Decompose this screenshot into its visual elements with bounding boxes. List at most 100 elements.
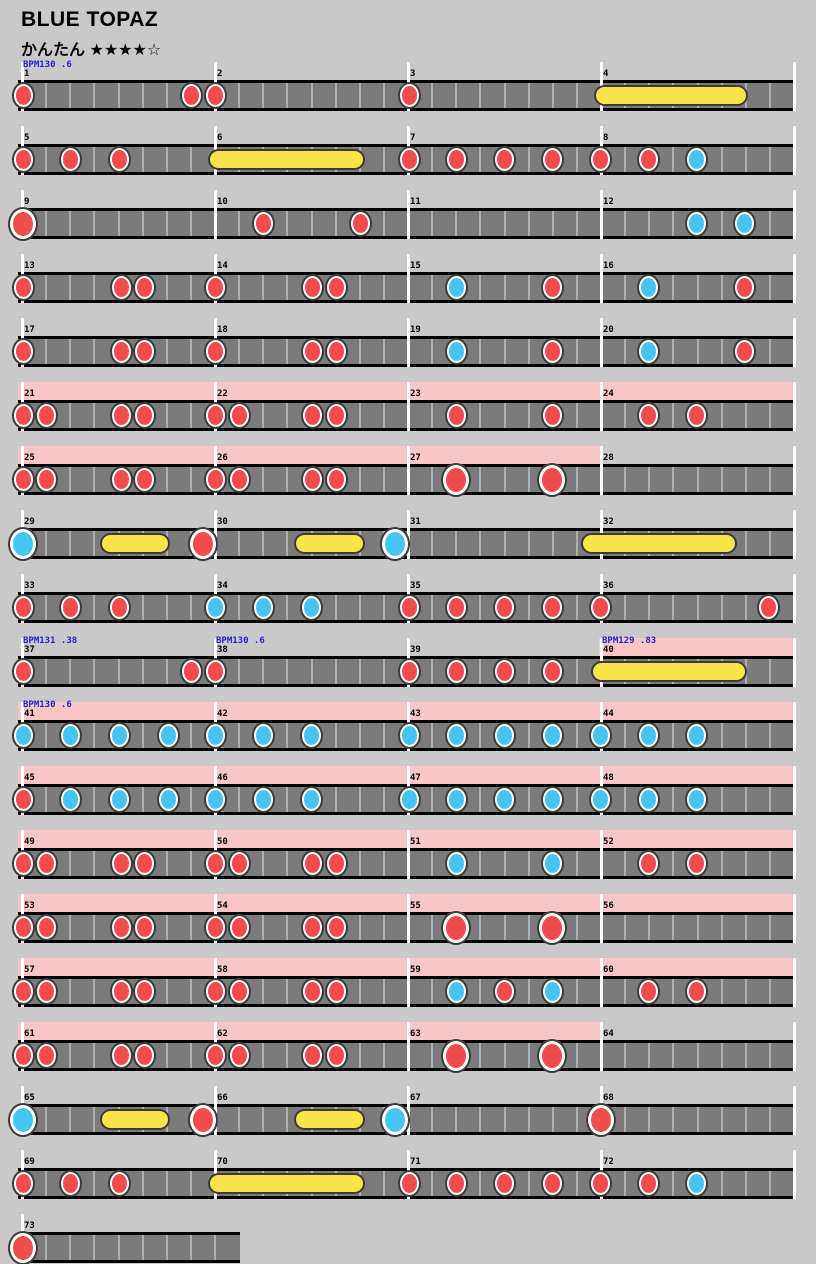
bpm-label: BPM129 .83: [602, 636, 657, 646]
measure-number: 46: [217, 773, 228, 783]
don-note: [229, 980, 249, 1003]
beat-line: [165, 979, 168, 1004]
measure-line: [407, 510, 410, 559]
don-note: [181, 660, 201, 683]
measure-number: 40: [603, 645, 614, 655]
don-note: [13, 980, 33, 1003]
beat-line: [45, 1171, 48, 1196]
ka-note: [301, 788, 321, 811]
measure-number: 13: [24, 261, 35, 271]
beat-line: [93, 1107, 96, 1132]
beat-line: [648, 467, 651, 492]
beat-line: [503, 211, 506, 236]
don-note: [326, 404, 346, 427]
don-note: [111, 980, 131, 1003]
ka-note: [301, 724, 321, 747]
beat-line: [238, 1107, 241, 1132]
beat-line: [672, 851, 675, 876]
beat-line: [575, 1171, 578, 1196]
measure-line: [793, 510, 796, 559]
beat-line: [45, 1107, 48, 1132]
beat-line: [696, 915, 699, 940]
big-ka-note: [10, 528, 36, 559]
difficulty-stars: ★★★★☆: [89, 42, 162, 59]
beat-line: [624, 851, 627, 876]
beat-line: [358, 403, 361, 428]
beat-line: [334, 787, 337, 812]
beat-line: [479, 723, 482, 748]
beat-line: [431, 1107, 434, 1132]
beat-line: [286, 915, 289, 940]
don-note: [542, 276, 562, 299]
don-note: [205, 916, 225, 939]
beat-line: [744, 147, 747, 172]
beat-line: [310, 211, 313, 236]
beat-line: [358, 787, 361, 812]
beat-line: [575, 1107, 578, 1132]
beat-line: [238, 83, 241, 108]
beat-line: [768, 915, 771, 940]
difficulty-rating: かんたん ★★★★☆: [21, 36, 161, 60]
measure-line: [407, 1022, 410, 1071]
beat-line: [455, 83, 458, 108]
beat-line: [479, 1107, 482, 1132]
beat-line: [575, 787, 578, 812]
beat-line: [527, 147, 530, 172]
big-don-note: [10, 208, 36, 239]
beat-line: [189, 787, 192, 812]
measure-line: [407, 254, 410, 303]
beat-line: [358, 723, 361, 748]
ka-note: [399, 724, 419, 747]
don-note: [36, 1044, 56, 1067]
beat-line: [720, 467, 723, 492]
measure-number: 57: [24, 965, 35, 975]
beat-line: [358, 979, 361, 1004]
beat-line: [479, 211, 482, 236]
beat-line: [141, 1235, 144, 1260]
don-note: [734, 340, 754, 363]
beat-line: [551, 211, 554, 236]
beat-line: [672, 1107, 675, 1132]
don-note: [399, 596, 419, 619]
beat-line: [93, 595, 96, 620]
measure-number: 72: [603, 1157, 614, 1167]
beat-line: [503, 915, 506, 940]
don-note: [590, 596, 610, 619]
beat-line: [141, 595, 144, 620]
measure-line: [793, 958, 796, 1007]
beat-line: [262, 531, 265, 556]
beat-line: [720, 915, 723, 940]
beat-line: [286, 531, 289, 556]
don-note: [229, 468, 249, 491]
big-don-note: [10, 1232, 36, 1263]
measure-line: [600, 382, 603, 431]
don-note: [542, 1172, 562, 1195]
beat-line: [431, 211, 434, 236]
don-note: [13, 1044, 33, 1067]
don-note: [326, 468, 346, 491]
beat-line: [189, 275, 192, 300]
beat-line: [286, 339, 289, 364]
beat-line: [696, 1043, 699, 1068]
ka-note: [60, 788, 80, 811]
measure-number: 71: [410, 1157, 421, 1167]
beat-line: [382, 595, 385, 620]
beat-line: [141, 723, 144, 748]
beat-line: [382, 211, 385, 236]
don-note: [542, 660, 562, 683]
beat-line: [431, 595, 434, 620]
beat-line: [503, 467, 506, 492]
beat-line: [93, 403, 96, 428]
don-note: [13, 660, 33, 683]
beat-line: [431, 851, 434, 876]
don-note: [111, 404, 131, 427]
beat-line: [575, 659, 578, 684]
beat-line: [744, 403, 747, 428]
ka-note: [638, 340, 658, 363]
beat-line: [431, 1171, 434, 1196]
beat-line: [69, 339, 72, 364]
measure-number: 26: [217, 453, 228, 463]
measure-line: [793, 318, 796, 367]
beat-line: [334, 723, 337, 748]
measure-number: 43: [410, 709, 421, 719]
